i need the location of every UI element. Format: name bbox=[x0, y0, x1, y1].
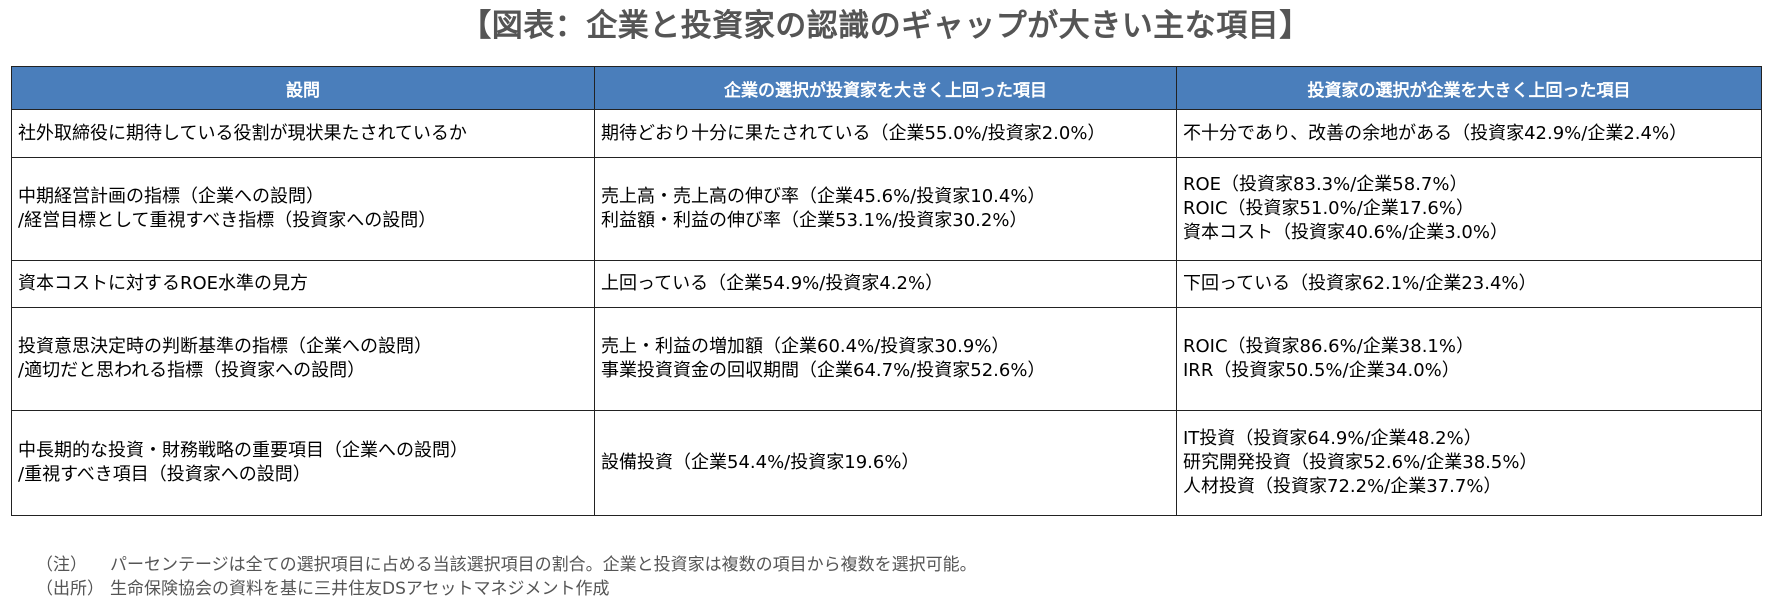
investor-line: 不十分であり、改善の余地がある（投資家42.9%/企業2.4%） bbox=[1183, 122, 1688, 144]
question-line: /重視すべき項目（投資家への設問） bbox=[18, 464, 311, 485]
investor-cell: 不十分であり、改善の余地がある（投資家42.9%/企業2.4%） bbox=[1176, 109, 1762, 158]
footnote-label: （出所） bbox=[36, 579, 104, 599]
company-cell: 売上高・売上高の伸び率（企業45.6%/投資家10.4%） 利益額・利益の伸び率… bbox=[594, 157, 1177, 261]
company-line: 設備投資（企業54.4%/投資家19.6%） bbox=[601, 452, 920, 473]
company-cell: 設備投資（企業54.4%/投資家19.6%） bbox=[594, 410, 1177, 516]
footnote-text: 生命保険協会の資料を基に三井住友DSアセットマネジメント作成 bbox=[110, 579, 610, 599]
table-row: 社外取締役に期待している役割が現状果たされているか 期待どおり十分に果たされてい… bbox=[11, 109, 1762, 158]
header-investor-higher: 投資家の選択が企業を大きく上回った項目 bbox=[1176, 66, 1762, 110]
question-line: 投資意思決定時の判断基準の指標（企業への設問） bbox=[18, 336, 432, 357]
page-title: 【図表：企業と投資家の認識のギャップが大きい主な項目】 bbox=[460, 8, 1311, 44]
table-row: 中長期的な投資・財務戦略の重要項目（企業への設問） /重視すべき項目（投資家への… bbox=[11, 410, 1762, 516]
question-cell: 社外取締役に期待している役割が現状果たされているか bbox=[11, 109, 595, 158]
footnote-text: パーセンテージは全ての選択項目に占める当該選択項目の割合。企業と投資家は複数の項… bbox=[110, 555, 977, 575]
company-line: 売上・利益の増加額（企業60.4%/投資家30.9%） bbox=[601, 336, 1010, 357]
investor-cell: IT投資（投資家64.9%/企業48.2%） 研究開発投資（投資家52.6%/企… bbox=[1176, 410, 1762, 516]
question-line: 中期経営計画の指標（企業への設問） bbox=[18, 186, 324, 207]
investor-line: ROIC（投資家51.0%/企業17.6%） bbox=[1183, 198, 1474, 219]
investor-line: 資本コスト（投資家40.6%/企業3.0%） bbox=[1183, 222, 1508, 243]
investor-line: ROE（投資家83.3%/企業58.7%） bbox=[1183, 174, 1468, 195]
company-cell: 期待どおり十分に果たされている（企業55.0%/投資家2.0%） bbox=[594, 109, 1177, 158]
footnote-note: （注） パーセンテージは全ての選択項目に占める当該選択項目の割合。企業と投資家は複… bbox=[36, 553, 977, 577]
investor-cell: 下回っている（投資家62.1%/企業23.4%） bbox=[1176, 260, 1762, 308]
table-header-row: 設問 企業の選択が投資家を大きく上回った項目 投資家の選択が企業を大きく上回った… bbox=[11, 66, 1762, 110]
footnotes: （注） パーセンテージは全ての選択項目に占める当該選択項目の割合。企業と投資家は複… bbox=[36, 553, 977, 601]
table-row: 投資意思決定時の判断基準の指標（企業への設問） /適切だと思われる指標（投資家へ… bbox=[11, 307, 1762, 411]
investor-line: 下回っている（投資家62.1%/企業23.4%） bbox=[1183, 273, 1537, 294]
investor-line: 人材投資（投資家72.2%/企業37.7%） bbox=[1183, 476, 1502, 497]
question-cell: 投資意思決定時の判断基準の指標（企業への設問） /適切だと思われる指標（投資家へ… bbox=[11, 307, 595, 411]
question-line: /適切だと思われる指標（投資家への設問） bbox=[18, 360, 366, 381]
footnote-label: （注） bbox=[36, 555, 87, 575]
gap-table: 設問 企業の選択が投資家を大きく上回った項目 投資家の選択が企業を大きく上回った… bbox=[11, 66, 1762, 516]
investor-line: IRR（投資家50.5%/企業34.0%） bbox=[1183, 360, 1460, 381]
question-line: 社外取締役に期待している役割が現状果たされているか bbox=[18, 122, 467, 144]
investor-line: ROIC（投資家86.6%/企業38.1%） bbox=[1183, 336, 1474, 357]
investor-cell: ROE（投資家83.3%/企業58.7%） ROIC（投資家51.0%/企業17… bbox=[1176, 157, 1762, 261]
question-cell: 中長期的な投資・財務戦略の重要項目（企業への設問） /重視すべき項目（投資家への… bbox=[11, 410, 595, 516]
question-line: 資本コストに対するROE水準の見方 bbox=[18, 273, 309, 294]
question-line: 中長期的な投資・財務戦略の重要項目（企業への設問） bbox=[18, 440, 468, 461]
investor-line: IT投資（投資家64.9%/企業48.2%） bbox=[1183, 428, 1482, 449]
company-cell: 売上・利益の増加額（企業60.4%/投資家30.9%） 事業投資資金の回収期間（… bbox=[594, 307, 1177, 411]
company-line: 期待どおり十分に果たされている（企業55.0%/投資家2.0%） bbox=[601, 122, 1106, 144]
table-row: 中期経営計画の指標（企業への設問） /経営目標として重視すべき指標（投資家への設… bbox=[11, 157, 1762, 261]
company-line: 利益額・利益の伸び率（企業53.1%/投資家30.2%） bbox=[601, 210, 1028, 231]
question-cell: 中期経営計画の指標（企業への設問） /経営目標として重視すべき指標（投資家への設… bbox=[11, 157, 595, 261]
header-company-higher: 企業の選択が投資家を大きく上回った項目 bbox=[594, 66, 1177, 110]
question-line: /経営目標として重視すべき指標（投資家への設問） bbox=[18, 210, 437, 231]
company-line: 事業投資資金の回収期間（企業64.7%/投資家52.6%） bbox=[601, 360, 1046, 381]
footnote-source: （出所） 生命保険協会の資料を基に三井住友DSアセットマネジメント作成 bbox=[36, 577, 977, 601]
company-line: 売上高・売上高の伸び率（企業45.6%/投資家10.4%） bbox=[601, 186, 1046, 207]
header-question: 設問 bbox=[11, 66, 595, 110]
table-row: 資本コストに対するROE水準の見方 上回っている（企業54.9%/投資家4.2%… bbox=[11, 260, 1762, 308]
question-cell: 資本コストに対するROE水準の見方 bbox=[11, 260, 595, 308]
investor-line: 研究開発投資（投資家52.6%/企業38.5%） bbox=[1183, 452, 1538, 473]
company-cell: 上回っている（企業54.9%/投資家4.2%） bbox=[594, 260, 1177, 308]
company-line: 上回っている（企業54.9%/投資家4.2%） bbox=[601, 273, 944, 294]
investor-cell: ROIC（投資家86.6%/企業38.1%） IRR（投資家50.5%/企業34… bbox=[1176, 307, 1762, 411]
